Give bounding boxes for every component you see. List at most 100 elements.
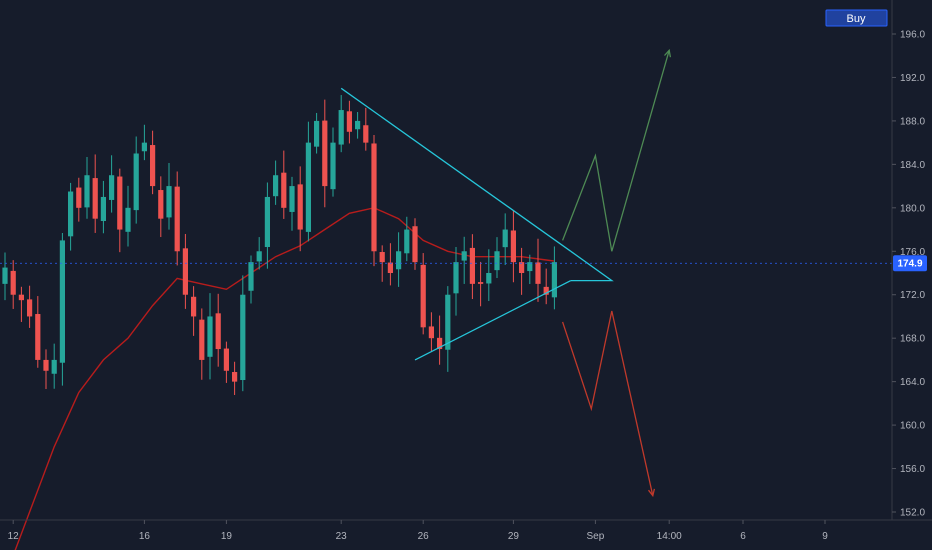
candle-body [240,294,246,381]
time-tick-label: 14:00 [657,531,682,542]
candle-body [264,196,270,248]
candle-body [10,270,16,295]
candle-body [437,337,443,350]
candle-body [281,172,287,208]
price-tick-label: 164.0 [900,377,925,388]
candle-body [519,262,525,273]
candle-body [133,153,139,211]
time-axis[interactable]: 12 16 19 23 26 29 Sep 14:00 6 9 [8,520,829,542]
current-price-tag-bg [893,255,927,272]
candle-body [182,248,188,295]
candle-body [543,286,549,295]
candle-body [191,296,197,317]
candle-body [166,186,172,218]
candle-body [273,175,279,197]
candles-layer [2,95,557,395]
candle-body [150,145,156,187]
buy-button[interactable]: Buy [825,9,888,27]
candle-body [199,319,205,360]
candle-body [428,326,434,339]
time-tick-label: 12 [8,531,20,542]
price-tick-label: 188.0 [900,116,925,127]
bearish-projection-path[interactable] [561,310,654,496]
candle-body [535,262,541,284]
candle-body [445,294,451,350]
candle-body [387,262,393,273]
candle-body [469,247,475,284]
candle-body [404,229,410,254]
candle-body [453,262,459,294]
candle-body [412,226,418,263]
candle-body [92,178,98,219]
candle-body [68,191,74,237]
candle-body [371,143,377,252]
candle-body [420,264,426,328]
candle-body [215,313,221,350]
price-tick-label: 196.0 [900,30,925,41]
candle-body [363,125,369,143]
price-tick-label: 172.0 [900,290,925,301]
candle-body [486,273,492,284]
time-tick-label: 29 [508,531,520,542]
candle-body [109,175,115,200]
candle-body [305,142,311,232]
candle-body [510,230,516,263]
price-tick-label: 176.0 [900,247,925,258]
buy-button-bg[interactable] [825,9,888,27]
candle-body [117,176,123,230]
current-price-label: 174.9 [897,259,922,270]
price-tick-label: 160.0 [900,421,925,432]
triangle-apex-lines[interactable] [570,250,614,282]
candle-body [76,187,82,208]
time-tick-label: 19 [221,531,233,542]
buy-button-label[interactable]: Buy [847,13,866,25]
candle-body [35,314,41,360]
candle-body [527,262,533,272]
bearish-arrowhead-icon [647,488,656,498]
candle-body [43,359,49,371]
candle-body [59,240,65,363]
candle-body [84,175,90,208]
candle-body [297,184,303,230]
moving-average-layer [14,207,555,550]
price-tick-label: 184.0 [900,160,925,171]
candle-body [478,282,484,284]
triangle-lower-trendline[interactable] [414,280,572,361]
candle-body [396,251,402,270]
candle-body [174,186,180,252]
drawings-layer[interactable] [340,48,672,498]
candle-body [125,207,131,232]
bullish-projection-path[interactable] [561,50,670,252]
current-price-tag: 174.9 [893,255,927,272]
candle-body [207,316,213,357]
candle-body [18,294,24,301]
time-tick-label: 16 [139,531,151,542]
candle-body [461,251,467,261]
candle-body [2,267,8,284]
candle-body [379,252,385,263]
candle-body [322,120,328,187]
candle-body [248,262,254,291]
price-tick-label: 152.0 [900,508,925,519]
candle-body [27,299,33,317]
candle-body [494,251,500,271]
time-tick-label: 26 [418,531,430,542]
triangle-upper-trendline[interactable] [340,87,572,252]
candle-body [502,229,508,248]
candle-body [314,120,320,147]
candle-body [338,110,344,145]
candle-body [330,142,336,190]
time-tick-label: 9 [822,531,828,542]
price-tick-label: 180.0 [900,203,925,214]
time-tick-label: 6 [740,531,746,542]
candle-body [346,111,352,132]
price-tick-label: 156.0 [900,464,925,475]
candle-body [232,372,238,382]
time-tick-label: Sep [587,531,605,542]
moving-average-line [14,207,555,550]
candle-body [223,348,229,371]
candle-body [551,262,557,298]
price-axis[interactable]: 196.0 192.0 188.0 184.0 180.0 176.0 172.0 168.0… [892,30,925,519]
candle-body [141,142,147,152]
